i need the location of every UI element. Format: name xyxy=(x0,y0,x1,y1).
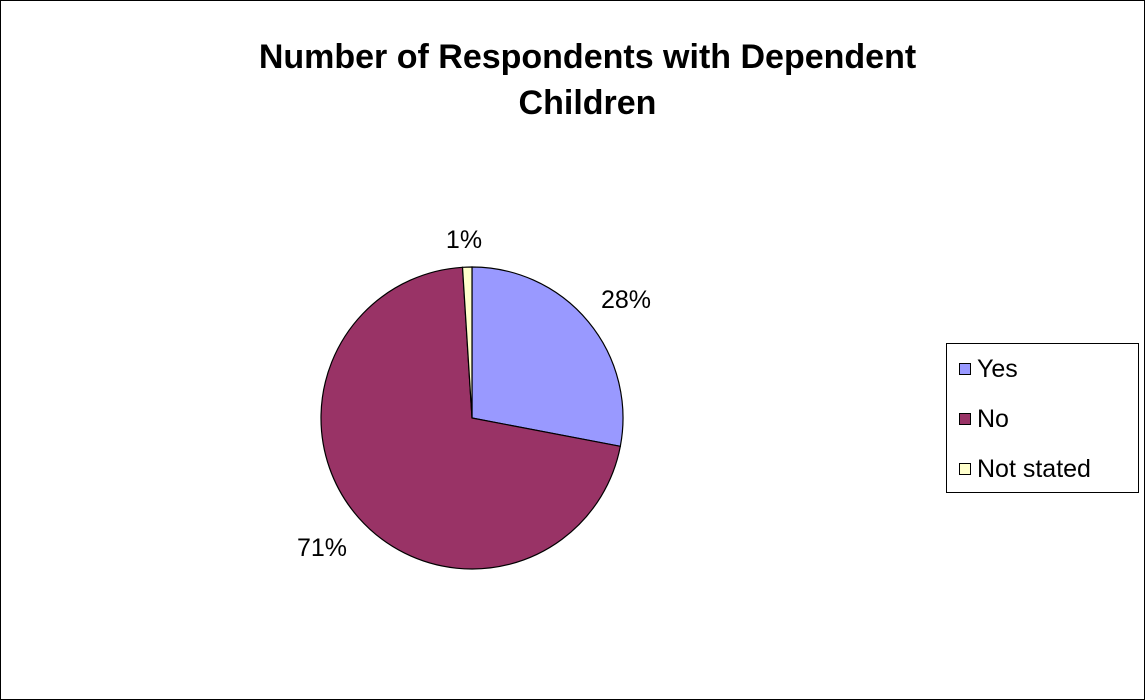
legend-item-yes: Yes xyxy=(959,349,1018,389)
pie-chart: 28% 71% 1% xyxy=(297,226,651,570)
chart-title: Number of Respondents with Dependent Chi… xyxy=(0,34,1147,126)
chart-title-line-1: Number of Respondents with Dependent xyxy=(258,38,917,76)
legend-label-not-stated: Not stated xyxy=(977,454,1091,483)
data-label-not-stated: 1% xyxy=(446,226,482,254)
legend: Yes No Not stated xyxy=(946,343,1139,493)
legend-label-yes: Yes xyxy=(977,354,1018,383)
legend-item-not-stated: Not stated xyxy=(959,449,1091,489)
pie-slice-not-stated xyxy=(461,266,473,419)
legend-swatch-yes xyxy=(959,363,971,375)
data-label-yes: 28% xyxy=(601,286,651,314)
legend-label-no: No xyxy=(977,404,1009,433)
data-label-no: 71% xyxy=(297,534,347,562)
legend-swatch-no xyxy=(959,413,971,425)
chart-title-line-2: Children xyxy=(518,84,657,122)
legend-item-no: No xyxy=(959,399,1009,439)
legend-swatch-not-stated xyxy=(959,463,971,475)
pie-slice-no xyxy=(320,266,622,570)
pie-slice-yes xyxy=(471,266,624,447)
